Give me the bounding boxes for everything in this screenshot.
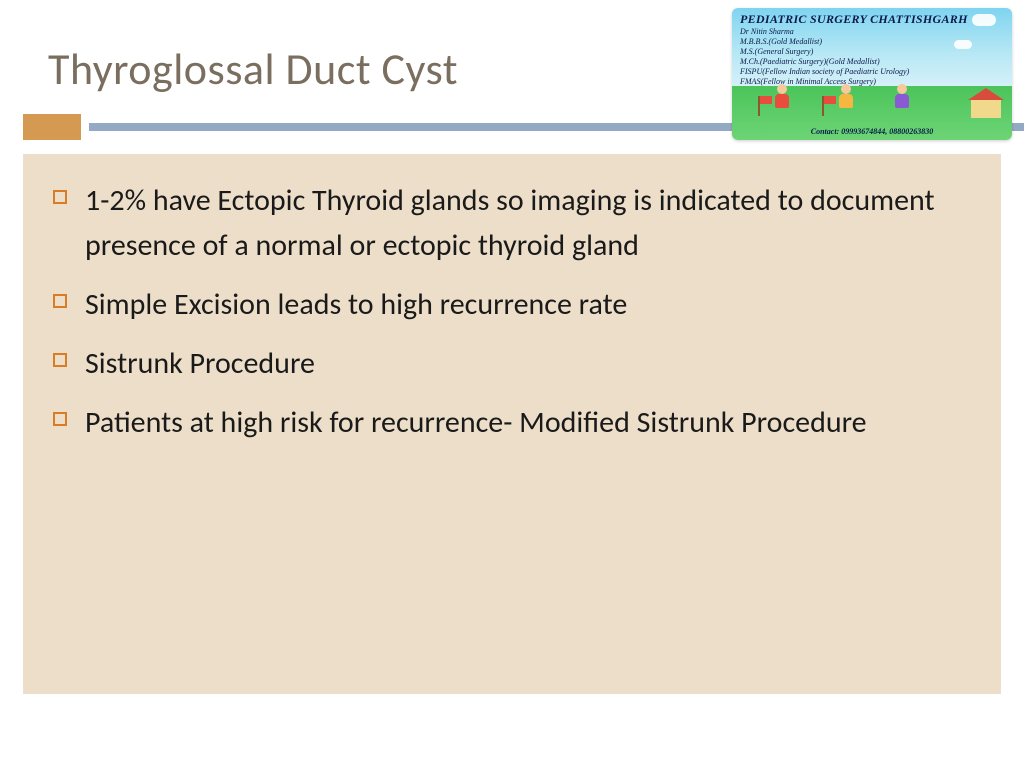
content-box: 1-2% have Ectopic Thyroid glands so imag… <box>23 154 1001 694</box>
kid-icon <box>772 84 792 116</box>
bullet-item: Sistrunk Procedure <box>53 341 971 386</box>
bullet-marker-icon <box>53 190 67 204</box>
bullet-item: Simple Excision leads to high recurrence… <box>53 282 971 327</box>
bullet-item: 1-2% have Ectopic Thyroid glands so imag… <box>53 178 971 268</box>
flag-icon <box>758 96 760 116</box>
card-ground: Contact: 09993674844, 08800263830 <box>732 86 1012 140</box>
header-info-card: PEDIATRIC SURGERY CHATTISHGARH Dr Nitin … <box>732 8 1012 140</box>
kid-icon <box>892 84 912 116</box>
bullet-text: 1-2% have Ectopic Thyroid glands so imag… <box>85 178 971 268</box>
card-sky: PEDIATRIC SURGERY CHATTISHGARH Dr Nitin … <box>732 8 1012 86</box>
flag-icon <box>822 96 824 116</box>
bullet-text: Patients at high risk for recurrence- Mo… <box>85 400 867 445</box>
house-icon <box>968 90 1004 118</box>
bullet-text: Simple Excision leads to high recurrence… <box>85 282 627 327</box>
card-credential: Dr Nitin Sharma <box>740 27 1004 37</box>
cloud-icon <box>972 14 996 26</box>
cloud-icon <box>954 40 972 49</box>
bullet-text: Sistrunk Procedure <box>85 341 315 386</box>
bullet-marker-icon <box>53 353 67 367</box>
card-title: PEDIATRIC SURGERY CHATTISHGARH <box>740 12 1004 27</box>
bullet-item: Patients at high risk for recurrence- Mo… <box>53 400 971 445</box>
card-contact: Contact: 09993674844, 08800263830 <box>732 127 1012 136</box>
bullet-marker-icon <box>53 294 67 308</box>
kid-icon <box>836 84 856 116</box>
card-credential: FISPU(Fellow Indian society of Paediatri… <box>740 67 1004 77</box>
card-credential: M.Ch.(Paediatric Surgery)(Gold Medallist… <box>740 57 1004 67</box>
bullet-marker-icon <box>53 412 67 426</box>
accent-block <box>23 114 81 140</box>
